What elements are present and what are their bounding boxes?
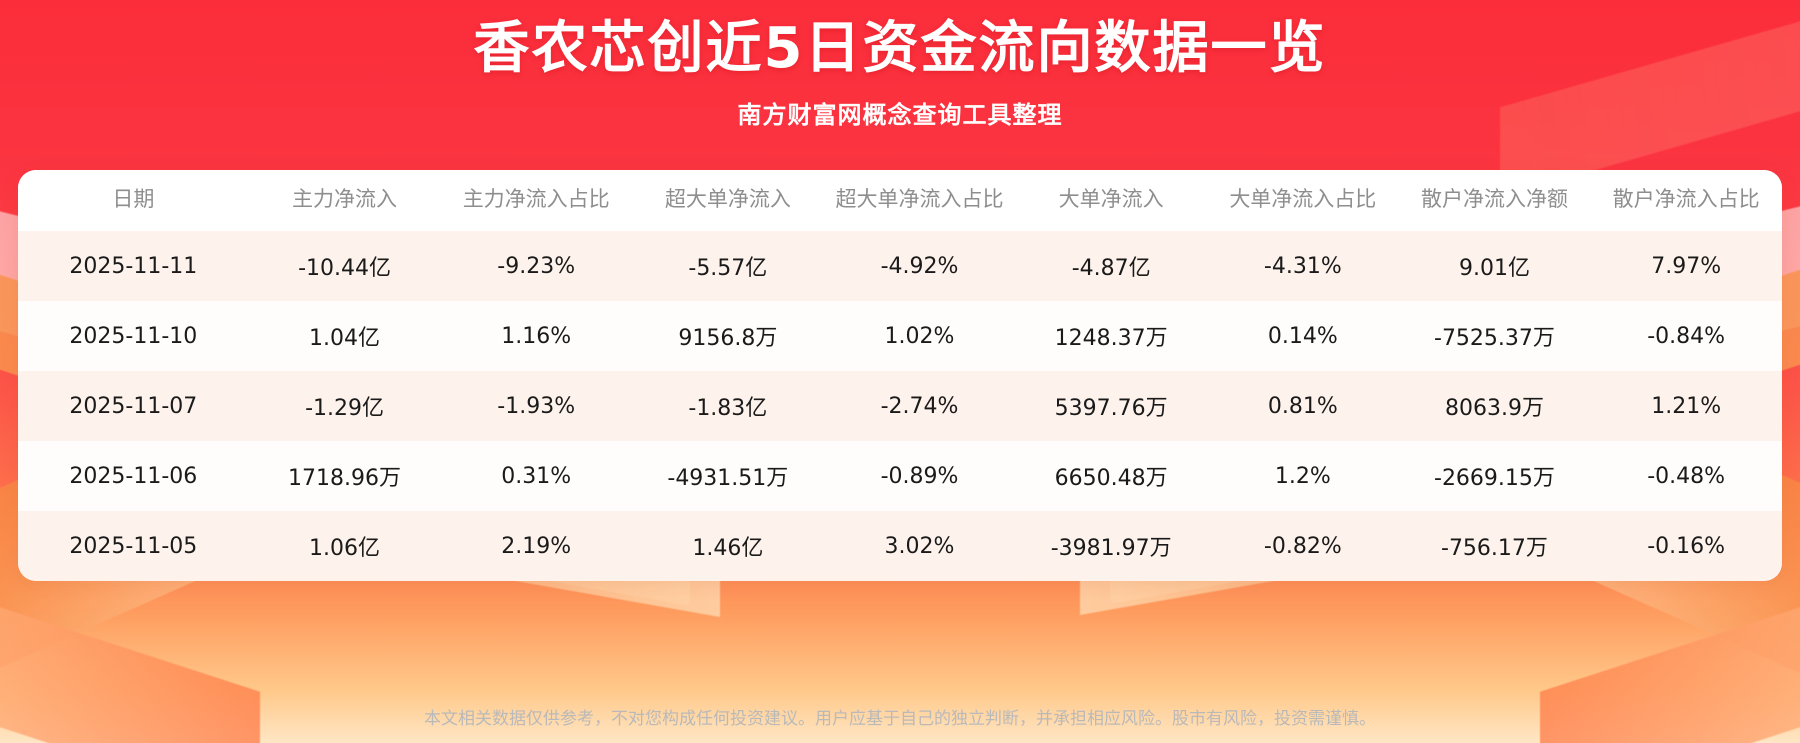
column-header-xl-net: 超大单净流入: [632, 170, 824, 232]
cell-lg-pct: 0.81%: [1267, 393, 1338, 419]
cell-lg-pct: -0.82%: [1263, 533, 1342, 559]
table-header: 日期 主力净流入 主力净流入占比 超大单净流入 超大单净流入占比 大单净流入 大…: [18, 170, 1782, 232]
cell-main-pct: 2.19%: [501, 533, 572, 559]
fund-flow-table: 日期 主力净流入 主力净流入占比 超大单净流入 超大单净流入占比 大单净流入 大…: [18, 170, 1782, 582]
cell-xl-pct: 3.02%: [884, 533, 955, 559]
table-row: 2025-11-05 1.06亿 2.19% 1.46亿 3.02% -3981…: [18, 511, 1782, 582]
cell-lg-net: -3981.97万: [1050, 536, 1172, 562]
page-title: 香农芯创近5日资金流向数据一览: [473, 16, 1327, 81]
column-header-date: 日期: [18, 170, 249, 232]
cell-lg-net: 6650.48万: [1054, 466, 1168, 492]
header-row: 日期 主力净流入 主力净流入占比 超大单净流入 超大单净流入占比 大单净流入 大…: [18, 170, 1782, 232]
table-row: 2025-11-06 1718.96万 0.31% -4931.51万 -0.8…: [18, 441, 1782, 512]
cell-xl-net: 9156.8万: [678, 326, 778, 352]
table-row: 2025-11-07 -1.29亿 -1.93% -1.83亿 -2.74% 5…: [18, 371, 1782, 442]
cell-lg-net: -4.87亿: [1071, 256, 1151, 282]
cell-lg-pct: 0.14%: [1267, 323, 1338, 349]
table-row: 2025-11-11 -10.44亿 -9.23% -5.57亿 -4.92% …: [18, 231, 1782, 302]
cell-xl-pct: -4.92%: [880, 253, 959, 279]
cell-retail-pct: -0.48%: [1647, 463, 1726, 489]
column-header-main-pct: 主力净流入占比: [440, 170, 633, 232]
cell-main-net: 1.06亿: [309, 536, 381, 562]
poster-header: 香农芯创近5日资金流向数据一览 南方财富网概念查询工具整理: [0, 0, 1800, 130]
column-header-main-net: 主力净流入: [248, 170, 441, 232]
cell-retail-pct: -0.84%: [1647, 323, 1726, 349]
table-row: 2025-11-10 1.04亿 1.16% 9156.8万 1.02% 124…: [18, 301, 1782, 372]
cell-retail-pct: 1.21%: [1651, 393, 1722, 419]
cell-date: 2025-11-10: [69, 323, 198, 349]
cell-date: 2025-11-11: [69, 253, 198, 279]
cell-main-pct: -1.93%: [497, 393, 576, 419]
page-subtitle: 南方财富网概念查询工具整理: [737, 100, 1063, 129]
cell-xl-net: 1.46亿: [692, 536, 764, 562]
cell-retail-net: 9.01亿: [1458, 256, 1530, 282]
disclaimer-footer: 本文相关数据仅供参考，不对您构成任何投资建议。用户应基于自己的独立判断，并承担相…: [424, 709, 1376, 729]
cell-retail-net: 8063.9万: [1444, 396, 1544, 422]
cell-retail-pct: -0.16%: [1647, 533, 1726, 559]
cell-main-net: 1.04亿: [309, 326, 381, 352]
cell-date: 2025-11-07: [69, 393, 198, 419]
cell-xl-net: -4931.51万: [667, 466, 789, 492]
cell-main-pct: 1.16%: [501, 323, 572, 349]
column-header-retail-pct: 散户净流入占比: [1590, 170, 1782, 232]
table-body: 2025-11-11 -10.44亿 -9.23% -5.57亿 -4.92% …: [18, 231, 1782, 582]
cell-retail-net: -756.17万: [1441, 536, 1548, 562]
cell-lg-pct: 1.2%: [1274, 463, 1331, 489]
cell-retail-net: -2669.15万: [1434, 466, 1555, 492]
column-header-lg-pct: 大单净流入占比: [1206, 170, 1399, 232]
cell-main-pct: 0.31%: [501, 463, 572, 489]
cell-lg-net: 5397.76万: [1054, 396, 1168, 422]
cell-lg-pct: -4.31%: [1263, 253, 1342, 279]
cell-xl-net: -5.57亿: [688, 256, 768, 282]
data-card: 南方财富网 southmoney.com 日期 主力净流入 主力净流入占比 超大…: [18, 170, 1782, 582]
cell-retail-net: -7525.37万: [1434, 326, 1555, 352]
cell-retail-pct: 7.97%: [1651, 253, 1722, 279]
cell-date: 2025-11-06: [69, 463, 198, 489]
cell-main-pct: -9.23%: [497, 253, 576, 279]
cell-main-net: -10.44亿: [298, 256, 391, 282]
cell-main-net: -1.29亿: [305, 396, 384, 422]
cell-xl-pct: -0.89%: [880, 463, 959, 489]
column-header-xl-pct: 超大单净流入占比: [823, 170, 1016, 232]
cell-xl-pct: 1.02%: [884, 323, 955, 349]
cell-lg-net: 1248.37万: [1054, 326, 1168, 352]
column-header-lg-net: 大单净流入: [1015, 170, 1207, 232]
cell-xl-net: -1.83亿: [688, 396, 768, 422]
cell-date: 2025-11-05: [69, 533, 198, 559]
cell-xl-pct: -2.74%: [880, 393, 959, 419]
column-header-retail-net: 散户净流入净额: [1398, 170, 1591, 232]
cell-main-net: 1718.96万: [288, 466, 402, 492]
